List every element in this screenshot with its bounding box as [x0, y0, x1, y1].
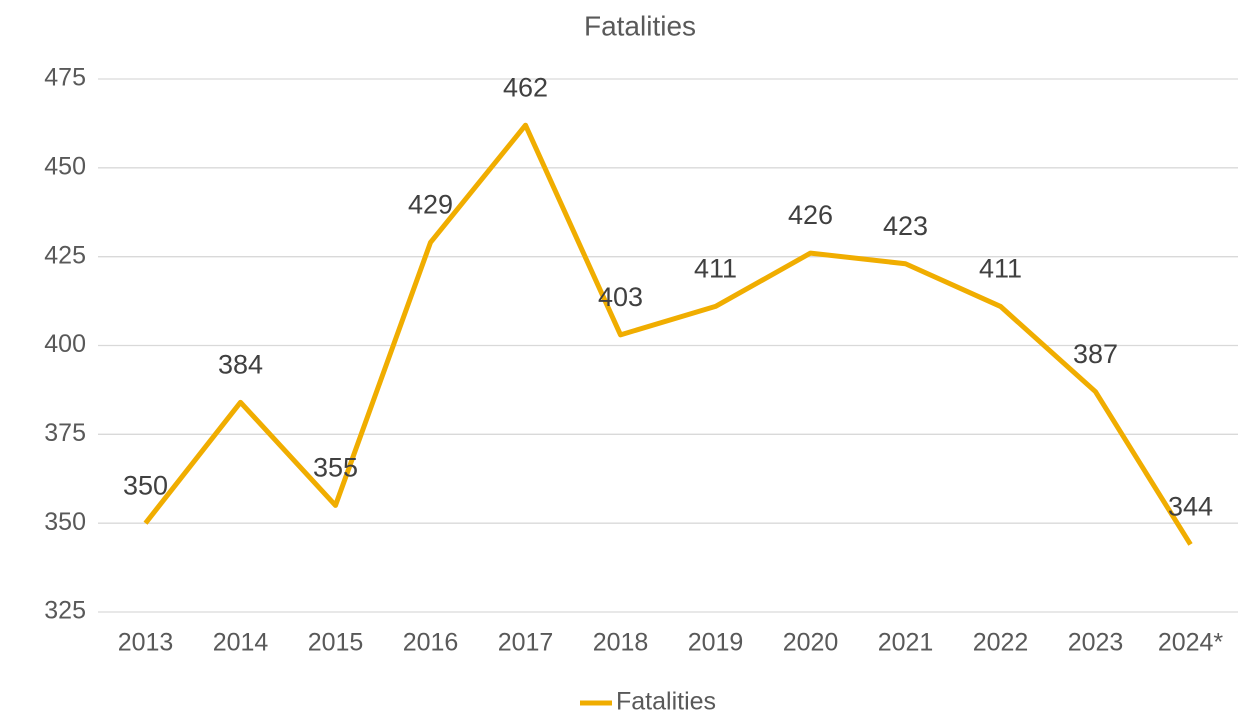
- data-label: 423: [883, 211, 928, 241]
- y-tick-label: 450: [44, 152, 86, 180]
- x-tick-label: 2018: [593, 629, 649, 657]
- legend-label: Fatalities: [616, 688, 716, 716]
- x-tick-label: 2015: [308, 629, 364, 657]
- data-label: 411: [694, 254, 737, 284]
- data-label: 350: [123, 470, 168, 500]
- x-tick-label: 2017: [498, 629, 554, 657]
- data-label: 426: [788, 200, 833, 230]
- y-tick-label: 425: [44, 241, 86, 269]
- data-label: 403: [598, 282, 643, 312]
- y-tick-label: 400: [44, 330, 86, 358]
- x-tick-label: 2014: [213, 629, 269, 657]
- data-label: 355: [313, 453, 358, 483]
- y-tick-label: 325: [44, 597, 86, 625]
- y-tick-label: 375: [44, 419, 86, 447]
- x-tick-label: 2020: [783, 629, 839, 657]
- data-label: 429: [408, 190, 453, 220]
- chart-title: Fatalities: [584, 10, 696, 41]
- data-label: 411: [979, 254, 1022, 284]
- x-tick-label: 2021: [878, 629, 934, 657]
- data-label: 384: [218, 349, 263, 379]
- x-tick-label: 2019: [688, 629, 744, 657]
- x-tick-label: 2016: [403, 629, 459, 657]
- x-tick-label: 2013: [118, 629, 174, 657]
- data-label: 462: [503, 72, 548, 102]
- x-tick-label: 2024*: [1158, 629, 1224, 657]
- series-line: [143, 122, 1193, 546]
- data-label: 387: [1073, 339, 1118, 369]
- y-tick-label: 475: [44, 64, 86, 92]
- x-tick-label: 2022: [973, 629, 1029, 657]
- data-label: 344: [1168, 492, 1213, 522]
- y-tick-label: 350: [44, 508, 86, 536]
- x-tick-label: 2023: [1068, 629, 1124, 657]
